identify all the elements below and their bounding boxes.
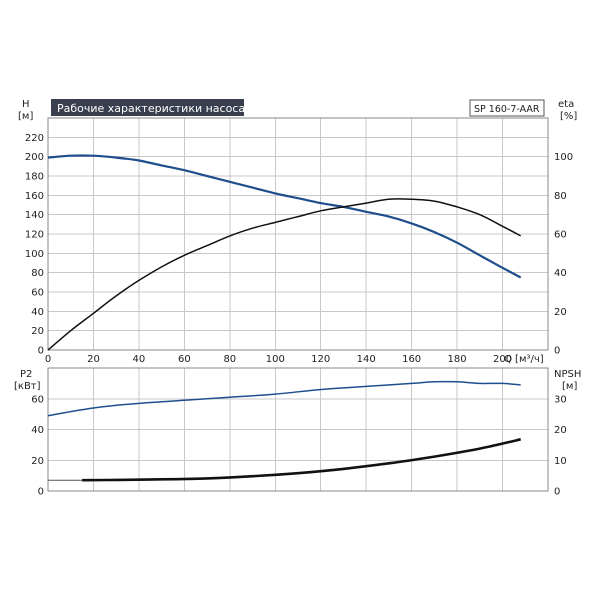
top-grid <box>48 118 548 350</box>
chart-title: Рабочие характеристики насоса <box>57 102 245 115</box>
y2-right-unit: [м] <box>562 381 577 392</box>
y2-left-tick-label: 60 <box>31 394 44 405</box>
y-left-tick-label: 140 <box>25 210 44 221</box>
y2-right-tick-label: 20 <box>554 425 567 436</box>
bottom-panel: P2 [кВт] NPSH [м] 0 20 40 60 0 10 20 30 <box>14 367 581 498</box>
model-badge-box <box>469 99 545 117</box>
x-tick-label: 100 <box>266 354 285 365</box>
head-curve <box>47 154 522 279</box>
y-left-tick-label: 160 <box>25 191 44 202</box>
y-left-tick-label: 0 <box>38 346 44 357</box>
bottom-ticks: 0 20 40 60 0 10 20 30 <box>31 394 566 497</box>
x-tick-label: 80 <box>223 354 236 365</box>
y-left-tick-label: 60 <box>31 288 44 299</box>
y-left-tick-label: 220 <box>25 133 44 144</box>
bottom-frame <box>47 367 549 492</box>
y-right-tick-label: 80 <box>554 191 567 202</box>
model-badge: SP 160-7-AAR <box>474 104 540 115</box>
y-left-label: H <box>22 99 30 110</box>
y-left-tick-label: 200 <box>25 152 44 163</box>
x-tick-label: 20 <box>87 354 100 365</box>
y2-left-tick-label: 20 <box>31 456 44 467</box>
y2-right-tick-label: 0 <box>554 487 560 498</box>
y-left-tick-label: 100 <box>25 249 44 260</box>
top-panel: Рабочие характеристики насоса SP 160-7-A… <box>18 99 577 365</box>
top-ticks: 0 20 40 60 80 100 120 140 160 180 2000204060801001… <box>25 133 573 365</box>
y-right-unit: [%] <box>560 111 577 122</box>
power-curve <box>47 380 521 417</box>
npsh-curve <box>82 438 521 482</box>
y-right-label: eta <box>558 99 574 110</box>
y2-right-label: NPSH <box>554 369 581 380</box>
y2-right-tick-label: 30 <box>554 394 567 405</box>
x-tick-label: 120 <box>311 354 330 365</box>
y-right-tick-label: 0 <box>554 346 560 357</box>
top-frame <box>47 117 549 351</box>
y-right-tick-label: 100 <box>554 152 573 163</box>
y-right-tick-label: 60 <box>554 230 567 241</box>
y2-left-unit: [кВт] <box>14 381 41 392</box>
y-left-tick-label: 20 <box>31 326 44 337</box>
y-left-tick-label: 180 <box>25 172 44 183</box>
top-series <box>47 154 522 351</box>
x-tick-label: 0 <box>45 354 51 365</box>
x-tick-label: 60 <box>178 354 191 365</box>
bottom-grid <box>48 368 548 491</box>
x-tick-label: 160 <box>402 354 421 365</box>
x-tick-label: 180 <box>448 354 467 365</box>
y-right-tick-label: 20 <box>554 307 567 318</box>
y2-left-label: P2 <box>20 369 32 380</box>
x-tick-label: 40 <box>133 354 146 365</box>
x-tick-label: 200 <box>493 354 512 365</box>
efficiency-curve <box>47 198 522 351</box>
title-box <box>51 99 244 116</box>
y-left-tick-label: 120 <box>25 230 44 241</box>
y-left-tick-label: 80 <box>31 268 44 279</box>
x-tick-label: 140 <box>357 354 376 365</box>
y-left-unit: [м] <box>18 111 33 122</box>
y2-left-tick-label: 40 <box>31 425 44 436</box>
y2-left-tick-label: 0 <box>38 487 44 498</box>
y2-right-tick-label: 10 <box>554 456 567 467</box>
bottom-series <box>47 380 521 482</box>
y-right-tick-label: 40 <box>554 268 567 279</box>
y-left-tick-label: 40 <box>31 307 44 318</box>
x-axis-label: Q [м³/ч] <box>504 354 544 365</box>
